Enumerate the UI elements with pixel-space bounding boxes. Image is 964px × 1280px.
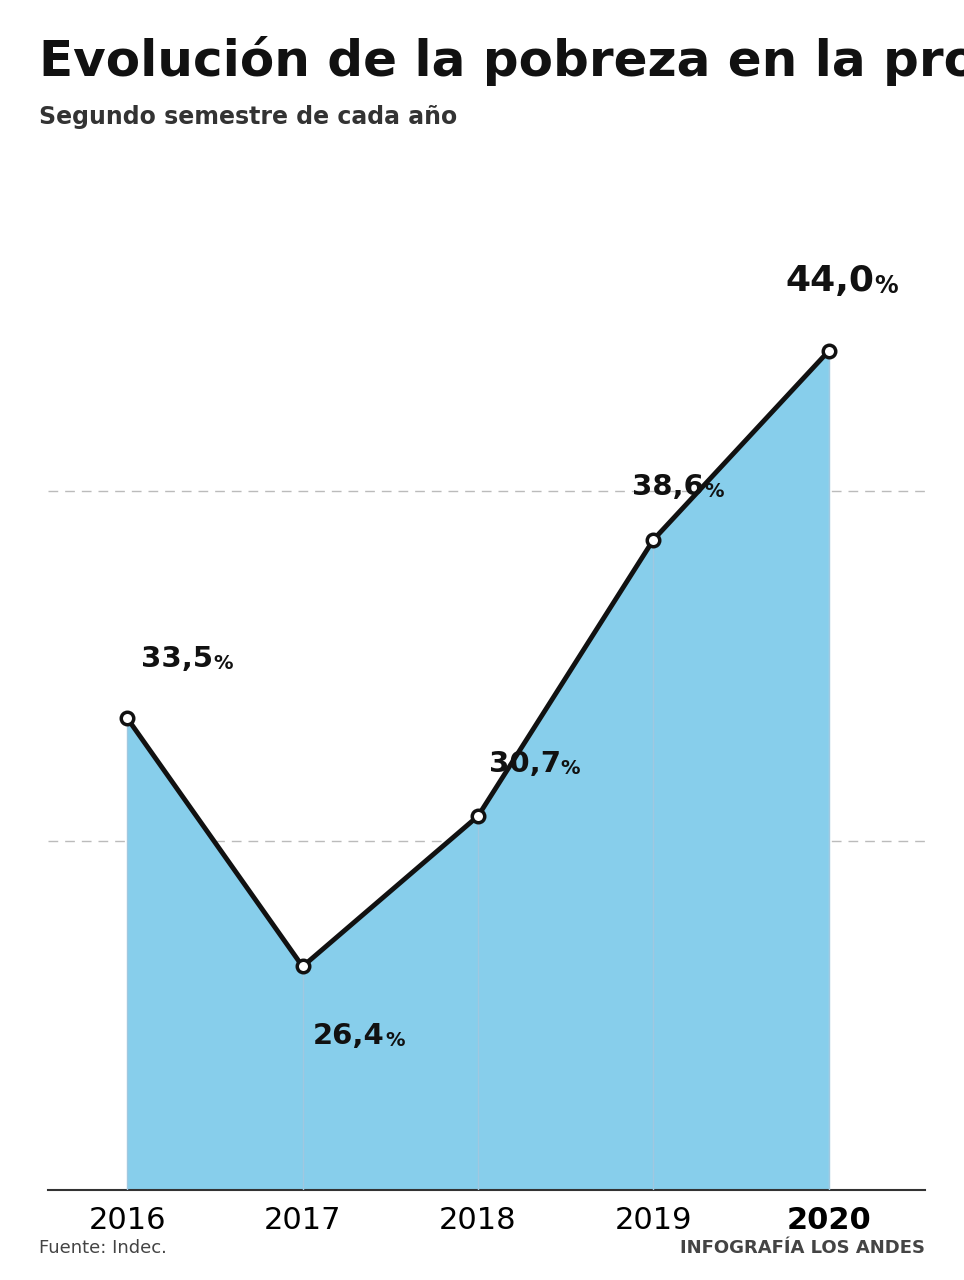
Text: 44,0: 44,0 bbox=[785, 264, 874, 298]
Text: INFOGRAFÍA LOS ANDES: INFOGRAFÍA LOS ANDES bbox=[681, 1239, 925, 1257]
Text: 38,6: 38,6 bbox=[632, 474, 705, 502]
Text: 30,7: 30,7 bbox=[489, 750, 561, 777]
Text: %: % bbox=[385, 1032, 404, 1051]
Text: %: % bbox=[705, 483, 724, 502]
Text: Segundo semestre de cada año: Segundo semestre de cada año bbox=[39, 105, 457, 129]
Text: %: % bbox=[874, 274, 897, 298]
Text: 26,4: 26,4 bbox=[313, 1023, 385, 1051]
Text: %: % bbox=[561, 759, 580, 777]
Polygon shape bbox=[127, 351, 829, 1190]
Text: 33,5: 33,5 bbox=[141, 645, 213, 672]
Text: Fuente: Indec.: Fuente: Indec. bbox=[39, 1239, 167, 1257]
Text: %: % bbox=[213, 654, 232, 672]
Text: Evolución de la pobreza en la provincia: Evolución de la pobreza en la provincia bbox=[39, 36, 964, 86]
